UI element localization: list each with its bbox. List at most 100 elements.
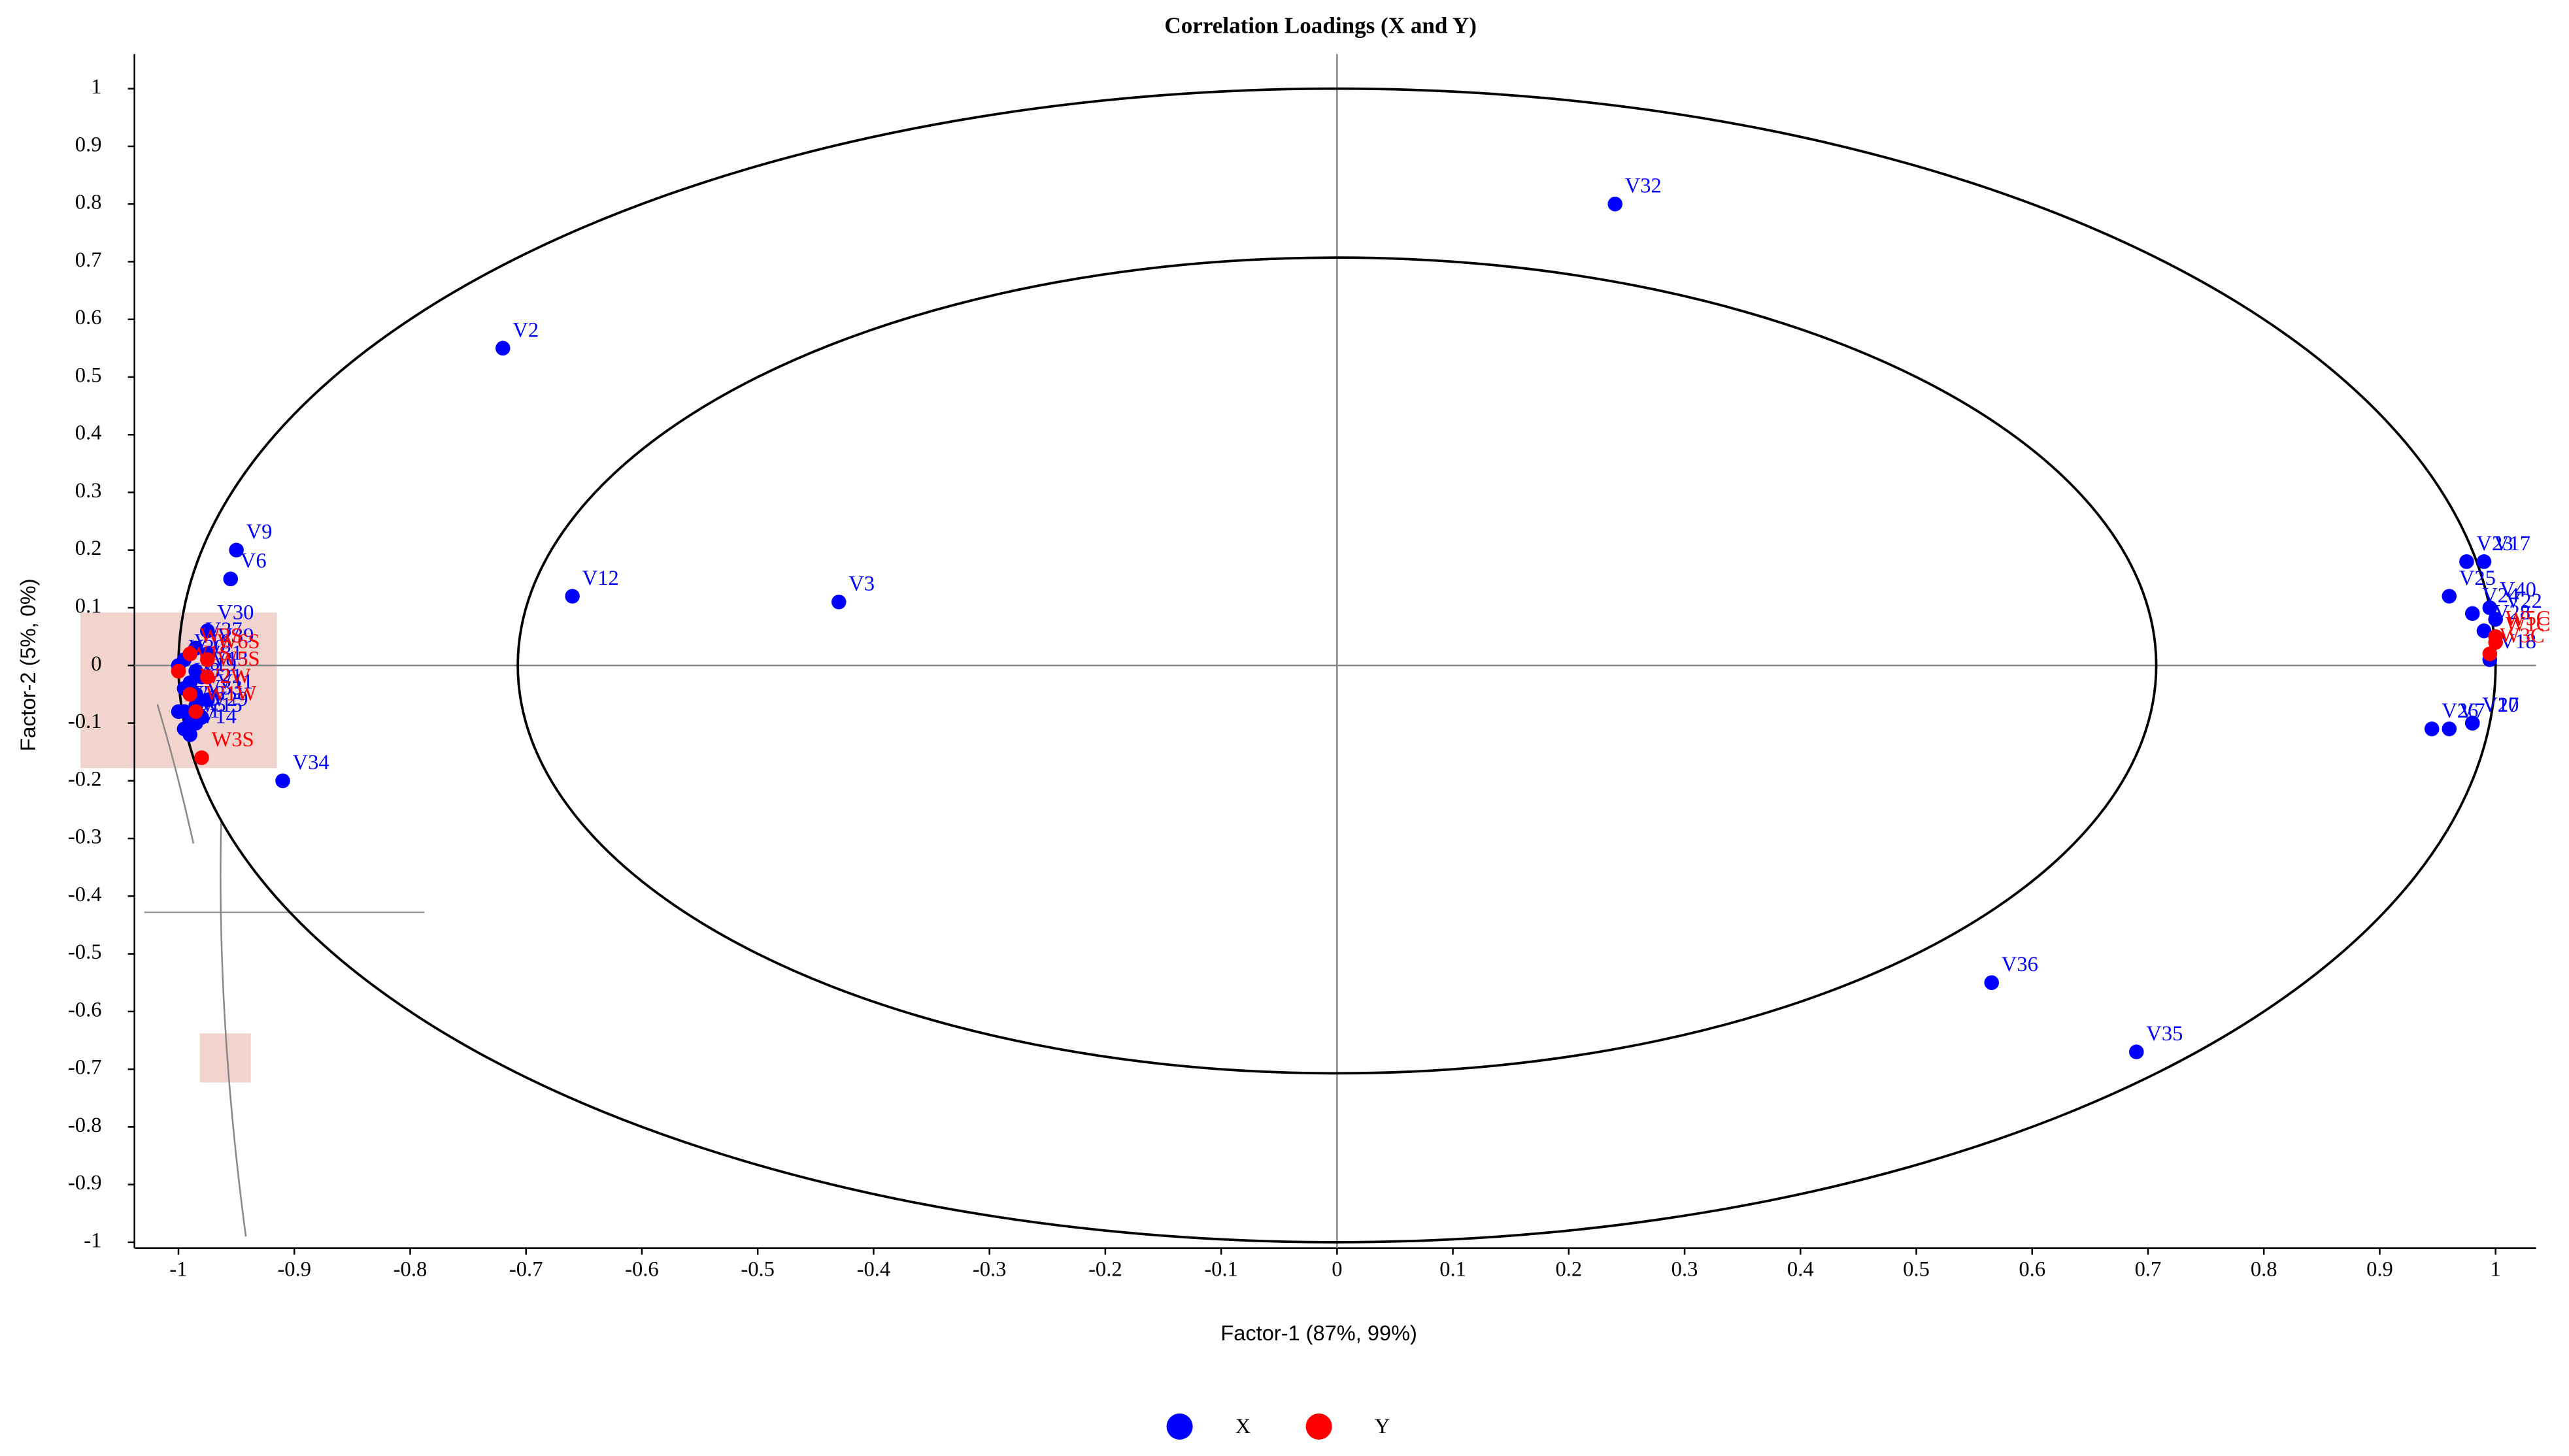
point-label: V6	[241, 549, 267, 572]
point	[1607, 196, 1622, 212]
point-label: V2	[512, 318, 539, 342]
point	[495, 340, 511, 356]
point	[275, 773, 290, 789]
legend-label: Y	[1375, 1415, 1390, 1438]
correlation-circle	[516, 256, 2158, 1075]
y-tick-label: -0.3	[68, 825, 102, 849]
point-label: V37	[206, 618, 243, 642]
point	[2442, 589, 2457, 604]
point-label: V40	[2500, 578, 2536, 601]
y-tick-label: -0.5	[68, 940, 102, 964]
point-label: V29	[211, 687, 248, 711]
point	[1984, 975, 2000, 990]
x-tick-label: -0.9	[277, 1257, 311, 1281]
point	[229, 542, 244, 558]
x-tick-label: 0.3	[1671, 1257, 1698, 1281]
point	[2488, 612, 2503, 627]
y-tick-label: -0.6	[68, 998, 102, 1021]
point-label: V18	[2500, 630, 2536, 654]
chart-title: Correlation Loadings (X and Y)	[1164, 13, 1477, 39]
x-axis-label: Factor-1 (87%, 99%)	[1220, 1321, 1417, 1345]
point-label: W2S	[200, 624, 243, 648]
point	[194, 750, 209, 765]
x-tick-label: 0.8	[2251, 1257, 2277, 1281]
y-tick-label: 1	[91, 75, 101, 99]
point-label: V23	[2476, 532, 2513, 555]
point-label: V11	[217, 670, 253, 694]
point-label: W3S	[211, 728, 254, 752]
y-tick-label: -0.4	[68, 883, 102, 906]
x-tick-label: -1	[169, 1257, 187, 1281]
point-label: V22	[2506, 589, 2542, 613]
y-tick-label: 0	[91, 652, 101, 676]
point-label: W1W	[206, 682, 257, 705]
point-label: V17	[2494, 532, 2530, 555]
x-tick-label: 0.2	[1555, 1257, 1582, 1281]
point	[2128, 1044, 2144, 1059]
y-tick-label: -0.1	[68, 710, 102, 733]
y-tick-label: 0.9	[75, 133, 102, 156]
point	[188, 716, 203, 731]
y-tick-label: 0.5	[75, 363, 102, 387]
point	[2482, 600, 2498, 616]
point	[2482, 646, 2498, 661]
y-tick-label: 0.8	[75, 191, 102, 214]
y-tick-label: 0.2	[75, 537, 102, 560]
point	[565, 589, 580, 604]
x-tick-label: -0.2	[1088, 1257, 1122, 1281]
point-label: W1C	[2506, 612, 2551, 636]
point	[2488, 635, 2503, 650]
point-label: W5C	[2506, 607, 2551, 631]
y-tick-label: -0.9	[68, 1171, 102, 1195]
x-tick-label: -0.8	[394, 1257, 428, 1281]
point	[831, 594, 847, 610]
x-tick-label: 0.6	[2019, 1257, 2045, 1281]
point	[2476, 554, 2492, 569]
point	[171, 704, 186, 720]
x-tick-label: 0	[1332, 1257, 1342, 1281]
point	[200, 692, 215, 708]
point	[2459, 554, 2474, 569]
point-label: V13	[211, 647, 248, 670]
point-label: V27	[2482, 693, 2519, 717]
x-tick-label: -0.4	[857, 1257, 891, 1281]
point-label: V15	[206, 693, 243, 717]
point-label: V36	[2002, 953, 2038, 976]
point	[2442, 721, 2457, 736]
point-label: V10	[2482, 693, 2519, 717]
y-tick-label: -0.2	[68, 767, 102, 791]
x-tick-label: 1	[2491, 1257, 2501, 1281]
point-label: V35	[2146, 1022, 2183, 1046]
point-label: V3	[848, 572, 875, 596]
point	[223, 571, 239, 587]
point	[2424, 721, 2440, 736]
point	[200, 623, 215, 638]
legend-marker	[1166, 1413, 1193, 1440]
y-tick-label: 0.3	[75, 479, 102, 503]
point	[182, 727, 198, 742]
x-tick-label: -0.7	[509, 1257, 543, 1281]
point-label: V34	[293, 751, 329, 774]
point-label: V4	[194, 682, 220, 705]
x-tick-label: -0.3	[973, 1257, 1007, 1281]
legend-marker	[1305, 1413, 1332, 1440]
y-tick-label: 0.7	[75, 248, 102, 272]
y-axis-label: Factor-2 (5%, 0%)	[16, 578, 40, 751]
x-tick-label: 0.1	[1439, 1257, 1466, 1281]
point-label: V9	[246, 520, 273, 544]
point	[2464, 606, 2480, 621]
point-label: W2W	[200, 665, 251, 688]
y-tick-label: -0.7	[68, 1056, 102, 1080]
x-tick-label: 0.9	[2366, 1257, 2393, 1281]
point-label: V14	[200, 705, 237, 729]
inset-curve	[156, 704, 247, 1237]
point	[171, 663, 186, 679]
point-label: W3C	[2500, 624, 2545, 648]
x-tick-label: -0.6	[625, 1257, 659, 1281]
x-tick-label: 0.4	[1787, 1257, 1814, 1281]
point-label: V39	[217, 624, 254, 648]
point-label: V32	[1625, 174, 1662, 198]
point-label: V12	[582, 567, 619, 590]
